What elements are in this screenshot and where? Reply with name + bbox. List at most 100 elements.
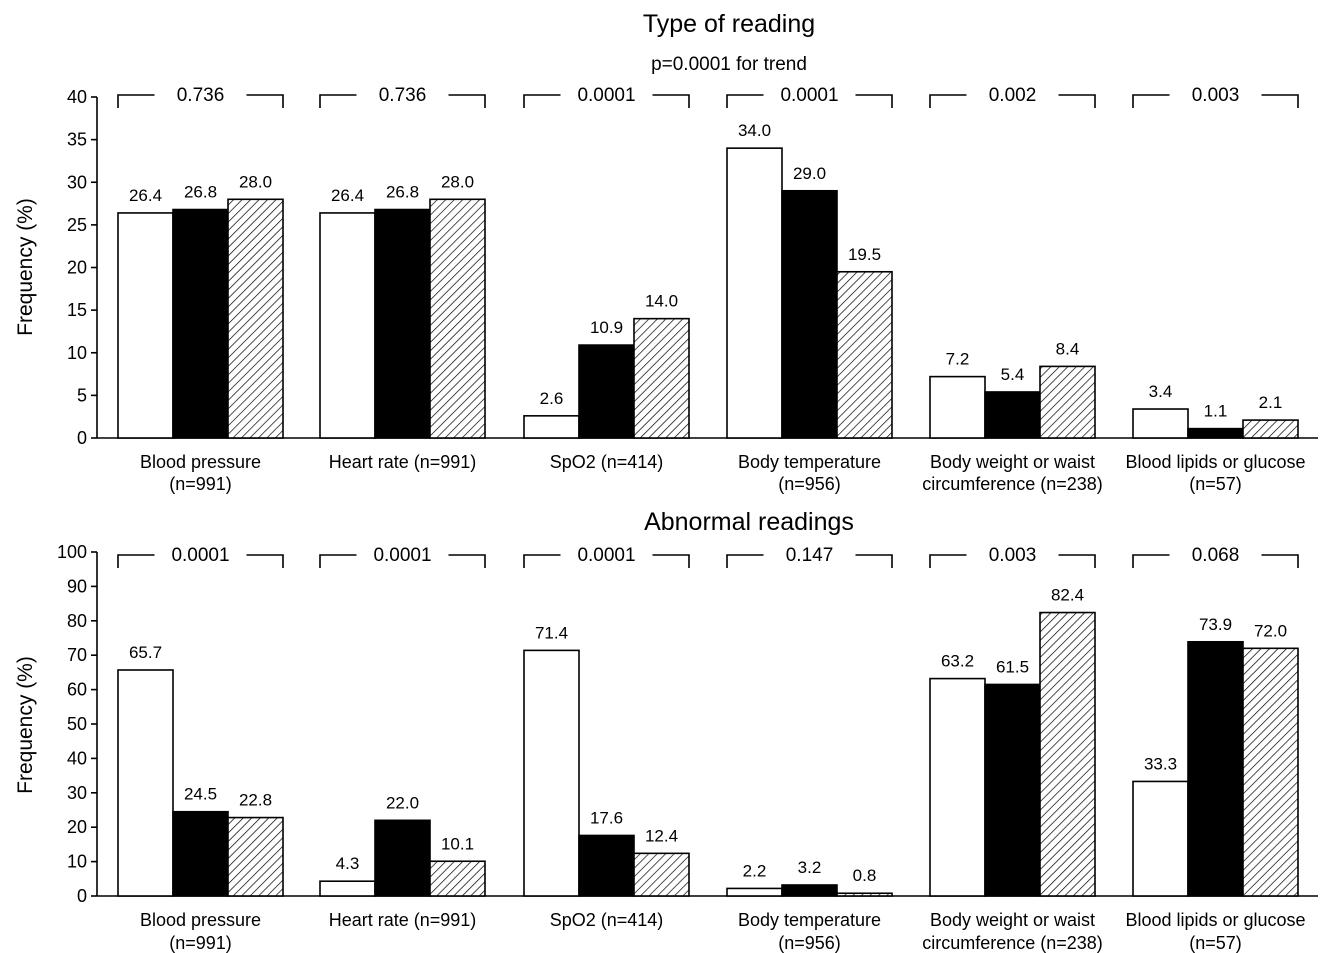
bar [633, 852, 690, 897]
data-label: 26.4 [331, 186, 364, 205]
data-label: 5.4 [1001, 365, 1025, 384]
data-label: 22.8 [239, 791, 272, 810]
p-value-bracket-left [1132, 94, 1170, 108]
y-tick-label: 35 [67, 130, 87, 150]
y-tick-label: 40 [67, 748, 87, 768]
p-value-bracket-right [1058, 94, 1096, 108]
bar [578, 344, 635, 439]
data-label: 65.7 [129, 643, 162, 662]
y-tick-label: 40 [67, 87, 87, 107]
data-label: 71.4 [535, 623, 568, 642]
bar [429, 198, 486, 439]
bar [523, 649, 580, 897]
data-label: 10.1 [441, 834, 474, 853]
data-label: 7.2 [946, 350, 970, 369]
data-label: 3.2 [798, 858, 822, 877]
x-category-label: (n=956) [778, 933, 841, 953]
bar [1187, 640, 1244, 897]
y-tick-label: 90 [67, 576, 87, 596]
y-tick-label: 0 [77, 886, 87, 906]
x-category-label: Body temperature [738, 910, 881, 930]
bar [578, 834, 635, 897]
data-label: 82.4 [1051, 586, 1084, 605]
data-label: 28.0 [441, 172, 474, 191]
bar [1187, 427, 1244, 439]
bar [781, 189, 838, 439]
data-label: 0.8 [853, 866, 877, 885]
p-value-label: 0.002 [989, 85, 1037, 106]
bar [117, 669, 174, 897]
bar [781, 884, 838, 897]
p-value-bracket-right [855, 554, 893, 568]
x-category-label: Heart rate (n=991) [329, 452, 477, 472]
chart-subtitle-top: p=0.0001 for trend [651, 54, 807, 75]
y-tick-label: 60 [67, 680, 87, 700]
p-value-bracket-right [652, 94, 690, 108]
bar [227, 816, 284, 897]
chart-title-bottom: Abnormal readings [644, 508, 854, 536]
y-tick-label: 10 [67, 343, 87, 363]
y-tick-label: 80 [67, 611, 87, 631]
bar [1039, 611, 1096, 897]
p-value-bracket-right [246, 94, 284, 108]
y-tick-label: 30 [67, 172, 87, 192]
p-value-label: 0.0001 [780, 85, 838, 106]
data-label: 26.4 [129, 186, 162, 205]
bar [172, 208, 229, 439]
bar [726, 147, 783, 439]
p-value-bracket-right [1261, 94, 1299, 108]
data-label: 3.4 [1149, 382, 1173, 401]
bar [319, 880, 376, 897]
bar [319, 212, 376, 439]
bar [172, 810, 229, 897]
p-value-bracket-left [1132, 554, 1170, 568]
p-value-bracket-right [246, 554, 284, 568]
bar [1242, 647, 1299, 897]
data-label: 10.9 [590, 318, 623, 337]
p-value-label: 0.147 [786, 545, 834, 566]
p-value-bracket-right [1261, 554, 1299, 568]
p-value-bracket-right [855, 94, 893, 108]
x-category-label: Blood pressure [140, 910, 261, 930]
y-tick-label: 0 [77, 428, 87, 448]
p-value-bracket-left [726, 94, 764, 108]
bar [374, 208, 431, 439]
bar [984, 391, 1041, 439]
p-value-bracket-right [448, 94, 486, 108]
y-tick-label: 20 [67, 817, 87, 837]
x-category-label: circumference (n=238) [922, 933, 1103, 953]
bar [1039, 365, 1096, 439]
data-label: 2.1 [1259, 393, 1283, 412]
data-label: 29.0 [793, 164, 826, 183]
bar [836, 892, 893, 897]
p-value-bracket-left [117, 94, 155, 108]
p-value-bracket-right [652, 554, 690, 568]
x-category-label: Body weight or waist [930, 452, 1095, 472]
data-label: 2.6 [540, 389, 564, 408]
y-tick-label: 20 [67, 258, 87, 278]
data-label: 34.0 [738, 121, 771, 140]
y-tick-label: 5 [77, 385, 87, 405]
plot-area-bottom: 0 10 20 30 40 50 60 70 80 90 100 65.7 4.3 71.4 2.2 63.2… [57, 542, 1318, 953]
y-tick-label: 50 [67, 714, 87, 734]
data-label: 1.1 [1204, 402, 1228, 421]
x-category-label: Body temperature [738, 452, 881, 472]
x-category-label: SpO2 (n=414) [550, 910, 664, 930]
bar [726, 887, 783, 897]
x-category-label: (n=956) [778, 474, 841, 494]
p-value-bracket-left [523, 94, 561, 108]
data-label: 33.3 [1144, 754, 1177, 773]
p-value-label: 0.0001 [373, 545, 431, 566]
bar [929, 375, 986, 439]
data-label: 72.0 [1254, 621, 1287, 640]
p-value-label: 0.003 [1192, 85, 1240, 106]
p-value-bracket-left [929, 554, 967, 568]
data-label: 28.0 [239, 172, 272, 191]
y-tick-label: 30 [67, 783, 87, 803]
y-tick-label: 25 [67, 215, 87, 235]
plot-area-top: 0 5 10 15 20 25 30 35 40 26.4 26.4 2.6 34.0 7.2 3.4 26.… [67, 85, 1318, 494]
p-value-bracket-left [319, 94, 357, 108]
data-label: 2.2 [743, 861, 767, 880]
